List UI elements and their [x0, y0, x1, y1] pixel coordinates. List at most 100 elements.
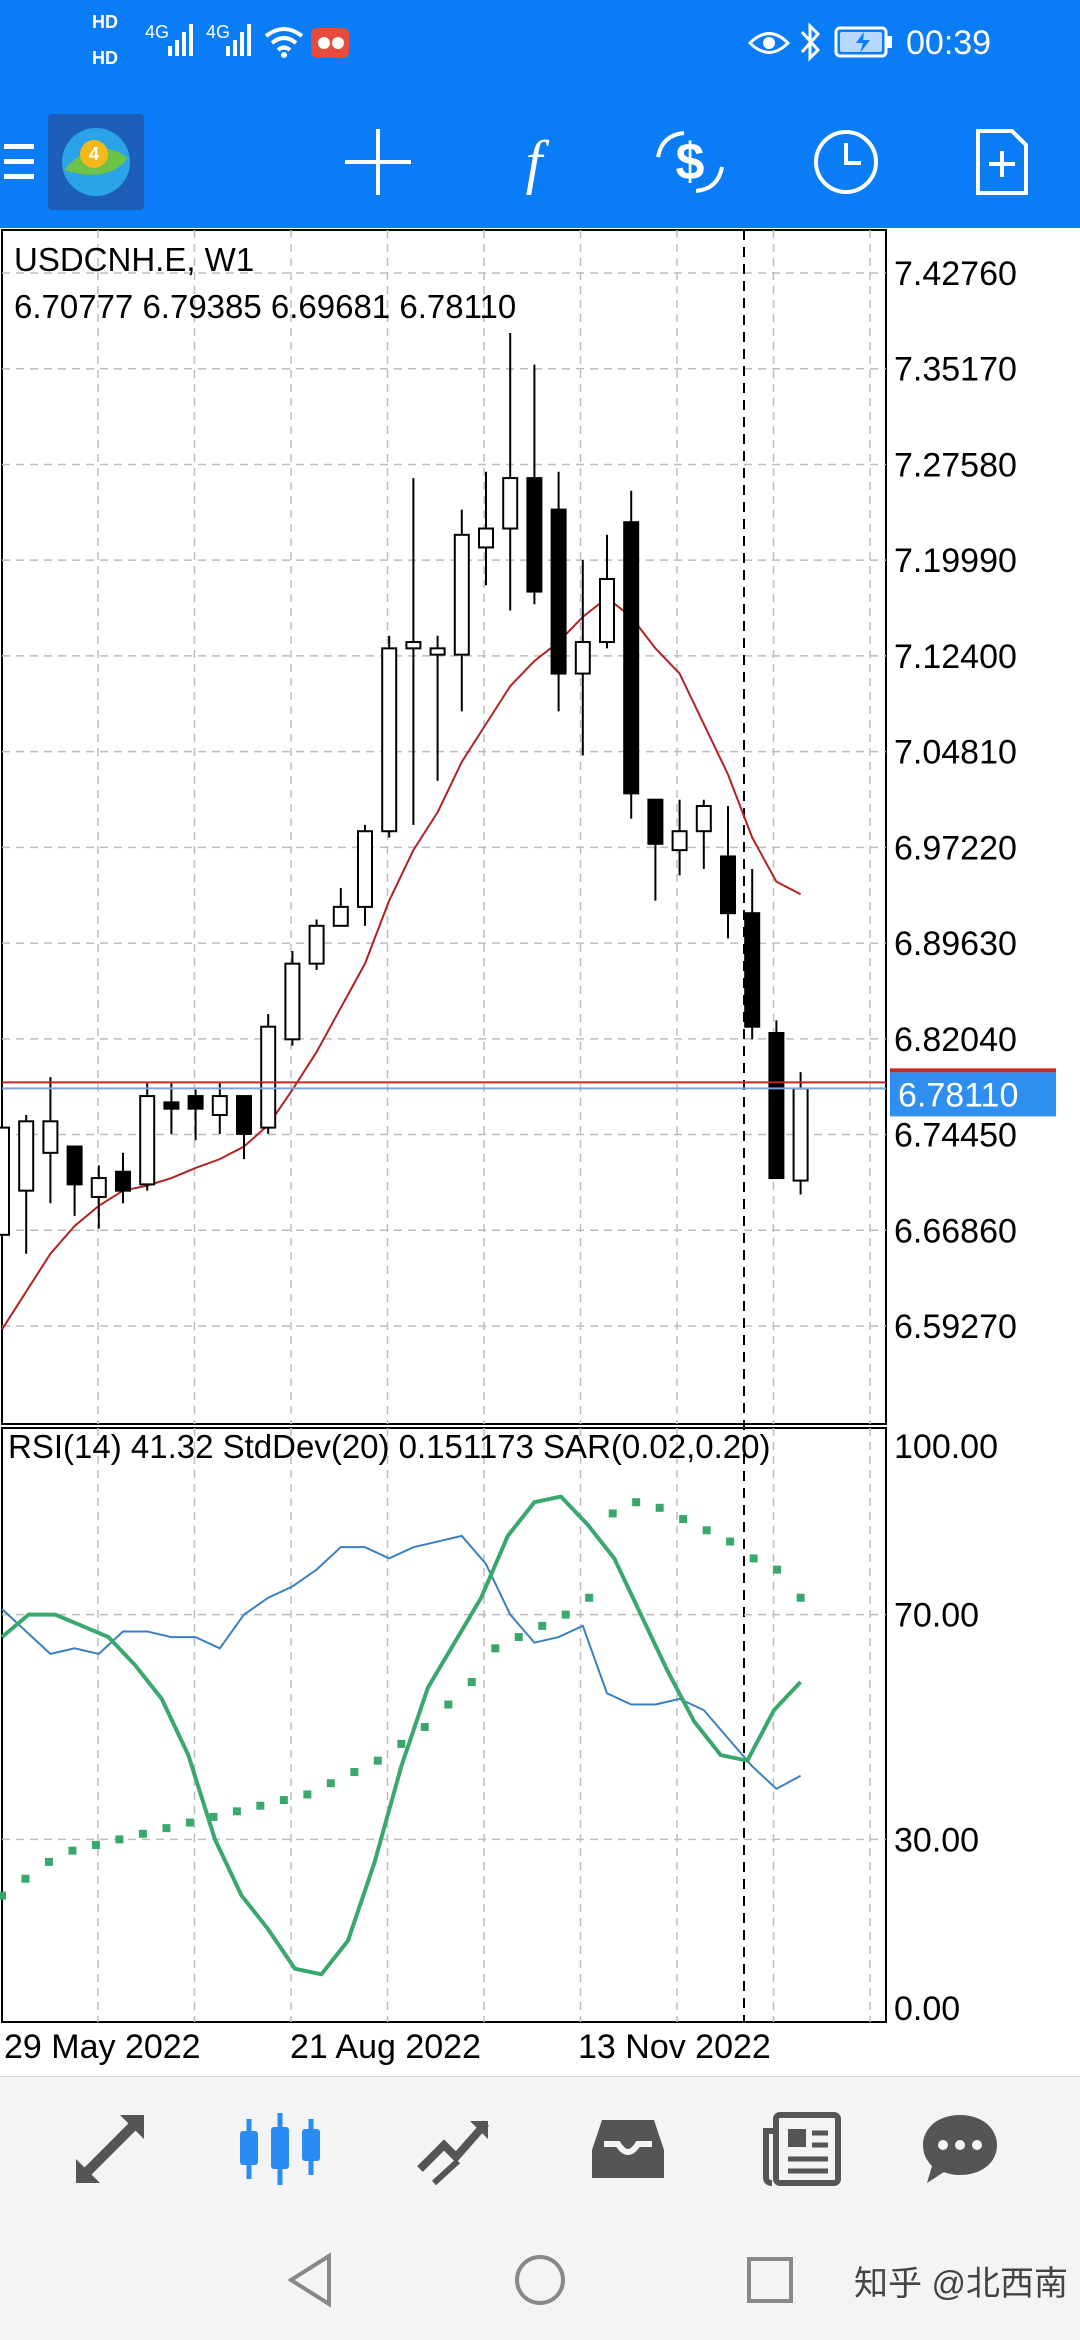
red-price-marker	[890, 1068, 1056, 1073]
candle	[0, 1096, 10, 1248]
price-tick-label: 6.66860	[894, 1212, 1017, 1250]
home-button[interactable]	[480, 2220, 600, 2340]
candle	[332, 887, 349, 927]
sar-dot	[538, 1621, 547, 1630]
sub-window-title: RSI(14) 41.32 StdDev(20) 0.151173 SAR(0.…	[8, 1428, 771, 1465]
bull-candle-body	[357, 830, 373, 908]
price-tick-label: 6.74450	[894, 1117, 1017, 1155]
bluetooth-icon	[800, 22, 821, 62]
sub-tick-label: 30.00	[894, 1821, 979, 1859]
recents-button[interactable]	[710, 2220, 830, 2340]
candle	[211, 1083, 228, 1134]
chat-icon	[923, 2115, 997, 2183]
candle	[18, 1114, 35, 1254]
crosshair-button[interactable]	[328, 96, 428, 228]
sar-dot	[749, 1554, 758, 1563]
bull-candle-body	[284, 962, 301, 1041]
candle	[357, 824, 373, 926]
crosshair-icon	[345, 129, 411, 195]
nav-quotes[interactable]	[30, 2077, 190, 2221]
sar-dot	[702, 1526, 711, 1535]
candle	[308, 919, 325, 970]
bear-candle-body	[187, 1095, 204, 1110]
status-time: 00:39	[906, 24, 992, 62]
indicators-button[interactable]: f	[484, 96, 584, 228]
sar-dot	[326, 1779, 335, 1788]
home-circle-icon	[515, 2255, 565, 2305]
new-order-button[interactable]	[952, 96, 1052, 228]
recents-square-icon	[747, 2257, 793, 2303]
bear-candle-body	[768, 1032, 785, 1180]
price-tick-label: 7.12400	[894, 638, 1017, 676]
timeframe-button[interactable]	[796, 96, 896, 228]
system-navigation-bar: 知乎 @北西南	[0, 2220, 1080, 2340]
candle	[695, 799, 712, 870]
nav-chat[interactable]	[880, 2077, 1040, 2221]
dollar-cycle-icon: $	[656, 131, 724, 193]
sar-dot	[397, 1739, 406, 1748]
bull-candle-body	[453, 533, 470, 656]
price-tick-label: 7.04810	[894, 734, 1017, 772]
bull-candle-body	[478, 527, 494, 549]
quotes-arrows-icon	[76, 2115, 144, 2183]
indicator-f-icon: f	[526, 129, 550, 195]
date-tick-label: 13 Nov 2022	[578, 2028, 771, 2066]
wifi-icon	[264, 27, 304, 58]
chart-area[interactable]: USDCNH.E, W1 6.70777 6.79385 6.69681 6.7…	[0, 228, 1080, 2076]
network-label-1: 4G	[145, 22, 170, 42]
bull-candle-body	[792, 1087, 809, 1182]
chart-candles-icon	[240, 2113, 320, 2185]
bull-candle-body	[260, 1025, 277, 1129]
nav-chart[interactable]	[200, 2077, 360, 2221]
sar-dot	[279, 1796, 288, 1805]
menu-button[interactable]	[0, 96, 40, 228]
rsi-line	[1, 1534, 802, 1791]
sub-tick-label: 70.00	[894, 1597, 979, 1635]
sar-dot	[0, 1891, 6, 1900]
price-chart[interactable]: USDCNH.E, W1 6.70777 6.79385 6.69681 6.7…	[0, 228, 1080, 2076]
bull-candle-body	[429, 647, 446, 656]
nav-news[interactable]	[722, 2077, 882, 2221]
sub-window-frame	[1, 1427, 887, 2023]
sar-dot	[209, 1812, 218, 1821]
bull-candle-body	[695, 804, 712, 833]
candle	[236, 1095, 252, 1160]
price-tick-label: 6.82040	[894, 1021, 1017, 1059]
candle	[453, 509, 470, 712]
current-price-badge	[890, 1072, 1056, 1117]
sar-dot	[115, 1835, 124, 1844]
svg-text:$: $	[676, 133, 705, 191]
bear-candle-body	[66, 1145, 83, 1186]
back-button[interactable]	[250, 2220, 370, 2340]
date-tick-label: 29 May 2022	[4, 2028, 201, 2066]
bear-candle-body	[720, 855, 736, 915]
trade-currency-button[interactable]: $	[640, 96, 740, 228]
candle	[623, 490, 640, 819]
sar-dot	[726, 1537, 735, 1546]
svg-text:f: f	[526, 129, 550, 195]
bear-candle-body	[744, 912, 761, 1028]
signal-bars-icon	[168, 24, 193, 56]
sar-dot	[632, 1498, 641, 1507]
nav-trade[interactable]	[374, 2077, 534, 2221]
app-logo-button[interactable]: 4	[46, 96, 146, 228]
price-tick-label: 7.27580	[894, 446, 1017, 484]
candle	[381, 635, 398, 838]
bear-candle-body	[526, 477, 543, 593]
candle	[405, 478, 422, 825]
signal-bars-icon-2	[226, 24, 251, 56]
candle	[42, 1077, 59, 1204]
sar-dot	[138, 1829, 147, 1838]
sar-dot	[162, 1824, 171, 1833]
bear-candle-body	[236, 1095, 252, 1135]
nav-history[interactable]	[548, 2077, 708, 2221]
price-tick-label: 6.59270	[894, 1308, 1017, 1346]
price-tick-label: 7.35170	[894, 351, 1017, 389]
bear-candle-body	[550, 508, 567, 675]
candle	[115, 1152, 131, 1204]
trade-icon	[417, 2120, 489, 2186]
bear-candle-body	[623, 521, 640, 795]
clock-icon	[814, 130, 878, 194]
candle	[792, 1072, 809, 1195]
candle	[139, 1083, 156, 1191]
